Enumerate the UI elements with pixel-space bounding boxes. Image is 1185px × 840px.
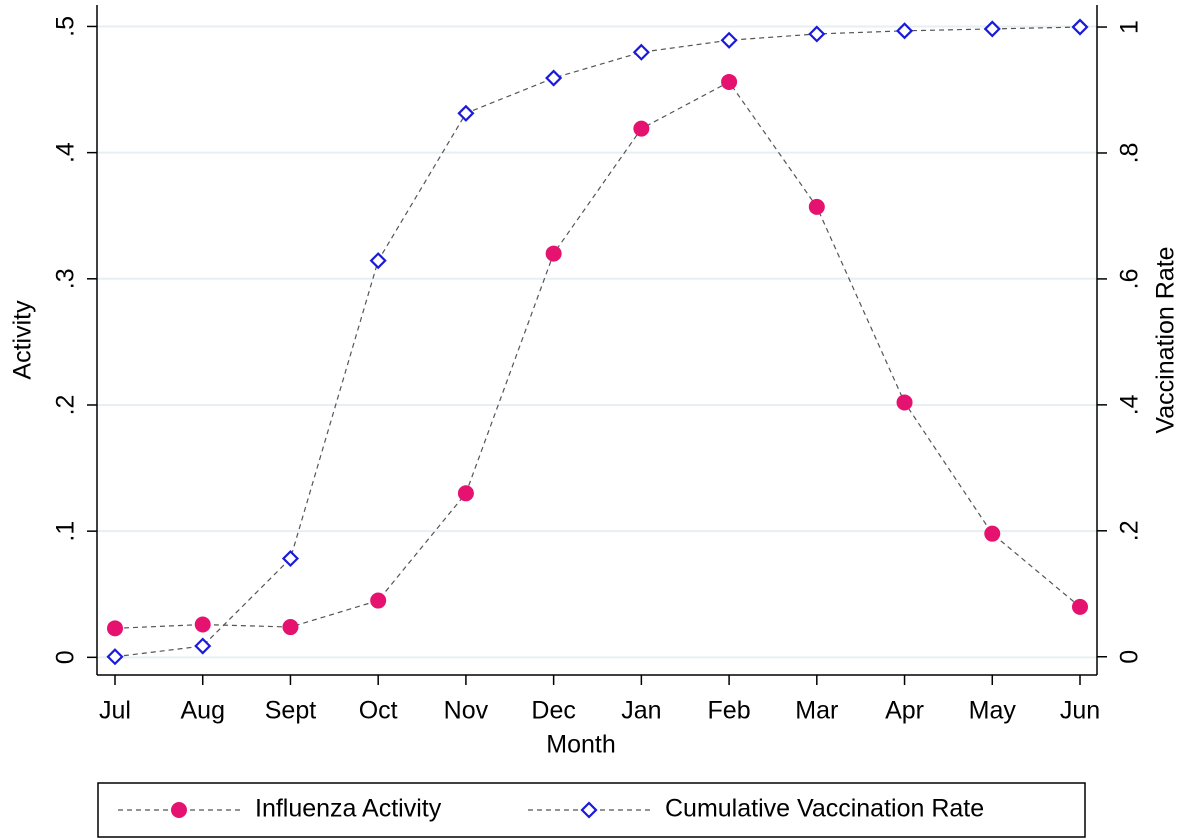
x-tick-label: May (969, 697, 1017, 725)
x-tick-label: Mar (795, 697, 838, 725)
data-point (808, 25, 826, 43)
x-tick-label: Jun (1060, 697, 1100, 725)
data-point (457, 104, 475, 122)
data-point (1072, 598, 1088, 615)
x-tick-label: Apr (885, 697, 924, 725)
y2-tick-label: .8 (1116, 143, 1144, 164)
x-tick-label: Feb (708, 697, 751, 725)
y-tick-label: .2 (52, 395, 80, 416)
data-point (370, 592, 387, 609)
x-tick-label: Aug (180, 697, 224, 725)
x-axis-label: Month (546, 731, 615, 759)
y-tick-label: .1 (52, 521, 80, 542)
x-tick-label: Sept (265, 697, 316, 725)
data-point (106, 648, 124, 666)
x-tick-label: Oct (359, 697, 398, 725)
y2-tick-label: .2 (1116, 520, 1144, 541)
data-point (720, 31, 738, 49)
x-tick-label: Dec (531, 697, 575, 725)
legend-marker (580, 801, 598, 819)
legend-box (97, 782, 1086, 838)
data-point (194, 637, 212, 655)
data-point (895, 22, 914, 40)
x-tick-label: Jan (621, 697, 661, 725)
legend-marker (171, 802, 187, 818)
y-axis-label: Activity (9, 300, 37, 380)
data-point (545, 69, 563, 87)
data-point (1071, 18, 1089, 36)
data-point (282, 619, 299, 636)
y2-tick-label: .4 (1116, 394, 1144, 415)
y-tick-label: .5 (52, 16, 80, 37)
y-tick-label: .4 (52, 142, 80, 163)
y2-tick-label: 0 (1116, 650, 1144, 664)
y2-axis-label: Vaccination Rate (1152, 246, 1180, 433)
series-line (114, 81, 1081, 629)
data-point (808, 198, 825, 215)
data-point (632, 43, 650, 61)
legend-label: Influenza Activity (255, 795, 442, 823)
series-line (114, 26, 1081, 658)
data-point (457, 485, 474, 502)
data-point (983, 20, 1001, 38)
data-point (721, 73, 738, 90)
y2-tick-label: .6 (1116, 268, 1144, 289)
data-point (633, 120, 650, 137)
data-point (194, 616, 211, 633)
x-tick-label: Jul (99, 697, 131, 725)
y-tick-label: 0 (52, 650, 80, 664)
y2-tick-label: 1 (1116, 20, 1144, 34)
data-point (896, 394, 913, 411)
data-point (369, 252, 387, 270)
data-point (281, 549, 300, 568)
data-point (107, 620, 123, 637)
y-tick-label: .3 (52, 268, 80, 289)
x-tick-label: Nov (444, 697, 489, 725)
data-point (984, 525, 1001, 542)
data-point (545, 245, 562, 262)
legend-label: Cumulative Vaccination Rate (665, 795, 984, 823)
